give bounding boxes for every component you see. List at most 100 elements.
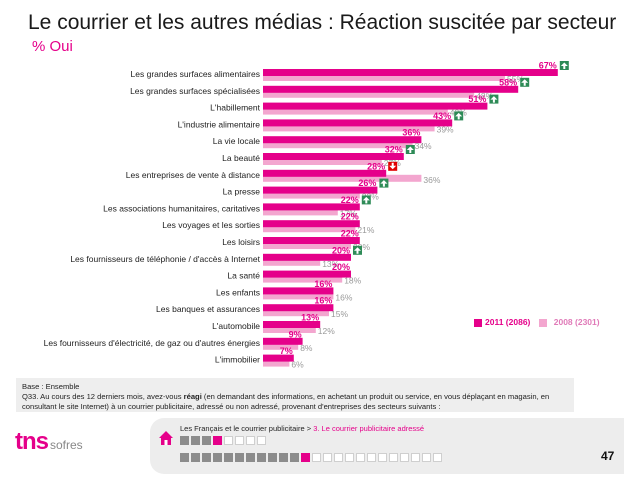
- bar-2011: [263, 237, 360, 244]
- value-label-2011: 51%: [468, 94, 486, 104]
- category-label: Les entreprises de vente à distance: [126, 170, 260, 180]
- bar-2008: [263, 342, 299, 350]
- arrow-up-glyph: [455, 112, 463, 120]
- pager-square[interactable]: [334, 453, 343, 462]
- bar-2008: [263, 309, 329, 317]
- page-number: 47: [601, 449, 615, 463]
- pager-square[interactable]: [257, 436, 266, 445]
- pager-square[interactable]: [224, 436, 233, 445]
- pager-square[interactable]: [246, 453, 255, 462]
- pager-square[interactable]: [411, 453, 420, 462]
- category-label: Les banques et assurances: [156, 304, 260, 314]
- bar-2008: [263, 326, 316, 333]
- page-subtitle: % Oui: [32, 38, 73, 55]
- value-label-2011: 20%: [332, 245, 350, 255]
- value-label-2011: 32%: [385, 145, 403, 155]
- value-label-2011: 20%: [332, 262, 350, 272]
- category-label: Les associations humanitaires, caritativ…: [103, 203, 260, 213]
- pager-square[interactable]: [235, 453, 244, 462]
- pager-square[interactable]: [389, 453, 398, 462]
- pager-square[interactable]: [213, 436, 222, 445]
- pager-square[interactable]: [378, 453, 387, 462]
- value-label-2011: 36%: [402, 128, 420, 138]
- pager-square[interactable]: [191, 453, 200, 462]
- bar-2008: [263, 292, 334, 300]
- value-label-2008: 21%: [357, 225, 374, 235]
- pager-square[interactable]: [301, 453, 310, 462]
- legend-swatch-previous: [538, 318, 547, 327]
- pager-square[interactable]: [400, 453, 409, 462]
- value-label-2008: 48%: [476, 91, 493, 101]
- pager-square[interactable]: [367, 453, 376, 462]
- category-label: Les grandes surfaces spécialisées: [130, 86, 260, 96]
- value-label-2011: 28%: [367, 161, 385, 171]
- bar-2011: [263, 270, 351, 278]
- pager-square[interactable]: [224, 453, 233, 462]
- bar-2011: [263, 304, 334, 312]
- bar-2008: [263, 191, 360, 199]
- pager-square[interactable]: [202, 436, 211, 445]
- legend-current-label: 2011 (2086): [485, 317, 531, 327]
- pager-square[interactable]: [422, 453, 431, 462]
- bar-2011: [263, 186, 378, 194]
- arrow-up-glyph: [490, 96, 498, 103]
- bar-2008: [263, 90, 475, 98]
- value-label-2011: 58%: [499, 77, 517, 87]
- pager-square[interactable]: [246, 436, 255, 445]
- arrow-up-glyph: [560, 62, 568, 69]
- value-label-2011: 16%: [314, 279, 332, 289]
- pager-square[interactable]: [312, 453, 321, 462]
- pager-square[interactable]: [290, 453, 299, 462]
- category-label: La santé: [227, 271, 260, 281]
- navigation-panel: [150, 418, 624, 474]
- pager-square[interactable]: [202, 453, 211, 462]
- pager-square[interactable]: [433, 453, 442, 462]
- value-label-2011: 22%: [341, 212, 359, 222]
- pager-square[interactable]: [323, 453, 332, 462]
- bar-2011: [263, 102, 488, 110]
- pager-square[interactable]: [213, 453, 222, 462]
- legend-previous-label: 2008 (2301): [553, 317, 600, 327]
- value-label-2008: 13%: [322, 259, 339, 269]
- home-icon[interactable]: [158, 430, 174, 446]
- bar-2011: [263, 337, 303, 345]
- value-label-2011: 26%: [358, 178, 376, 188]
- value-label-2011: 13%: [301, 313, 319, 323]
- section-pager: [180, 436, 266, 445]
- category-label: La beauté: [222, 153, 260, 163]
- value-label-2008: 16%: [335, 292, 352, 302]
- pager-square[interactable]: [279, 453, 288, 462]
- pager-square[interactable]: [345, 453, 354, 462]
- pager-square[interactable]: [268, 453, 277, 462]
- pager-square[interactable]: [257, 453, 266, 462]
- bar-2008: [263, 208, 338, 216]
- arrow-up-glyph: [354, 247, 361, 254]
- bar-2008: [263, 359, 290, 367]
- footnote-question: Q33. Au cours des 12 derniers mois, avez…: [22, 392, 550, 411]
- bar-2011: [263, 85, 519, 93]
- bar-2011: [263, 354, 294, 362]
- breadcrumb-current: 3. Le courrier publicitaire adressé: [313, 424, 425, 433]
- value-label-2011: 7%: [280, 346, 293, 356]
- category-label: Les loisirs: [222, 237, 260, 247]
- category-label: L'industrie alimentaire: [178, 119, 261, 129]
- pager-square[interactable]: [191, 436, 200, 445]
- value-label-2011: 22%: [341, 229, 359, 239]
- breadcrumb-section[interactable]: Les Français et le courrier publicitaire: [180, 424, 305, 433]
- bar-2008: [263, 174, 422, 182]
- category-label: L'immobilier: [215, 355, 260, 365]
- pager-square[interactable]: [356, 453, 365, 462]
- value-label-2008: 6%: [291, 360, 304, 370]
- pager-square[interactable]: [235, 436, 244, 445]
- pager-square[interactable]: [180, 436, 189, 445]
- pager-square[interactable]: [180, 453, 189, 462]
- bar-2008: [263, 258, 321, 266]
- value-label-2008: 34%: [415, 141, 432, 151]
- value-label-2008: 39%: [437, 124, 454, 134]
- value-label-2011: 16%: [314, 296, 332, 306]
- bar-2011: [263, 136, 422, 144]
- value-label-2008: 8%: [300, 343, 313, 353]
- logo-suffix: sofres: [50, 438, 83, 452]
- category-label: L'automobile: [212, 321, 260, 331]
- category-label: L'habillement: [210, 103, 260, 113]
